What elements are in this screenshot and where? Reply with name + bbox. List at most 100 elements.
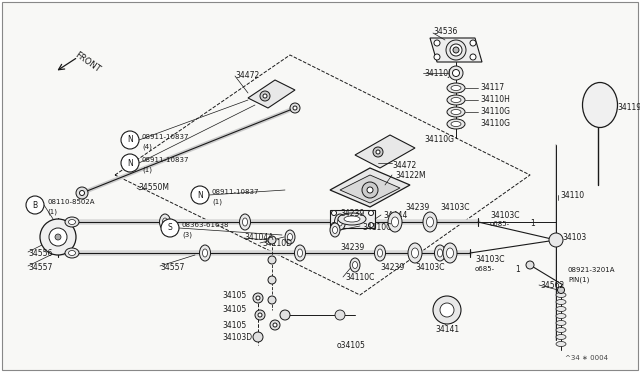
Text: 34557: 34557	[28, 263, 52, 273]
Text: 34103C: 34103C	[440, 202, 470, 212]
Circle shape	[367, 187, 373, 193]
Polygon shape	[248, 80, 295, 108]
Ellipse shape	[68, 219, 76, 224]
Ellipse shape	[451, 86, 461, 90]
Ellipse shape	[163, 218, 168, 226]
Text: 34117: 34117	[480, 83, 504, 93]
Text: 34472: 34472	[392, 160, 416, 170]
Circle shape	[121, 154, 139, 172]
Text: 34103D: 34103D	[222, 333, 252, 341]
Ellipse shape	[556, 307, 566, 311]
Polygon shape	[430, 38, 482, 62]
Text: 34550M: 34550M	[138, 183, 169, 192]
Ellipse shape	[287, 234, 292, 241]
Circle shape	[260, 91, 270, 101]
Text: PIN(1): PIN(1)	[568, 277, 589, 283]
Ellipse shape	[335, 214, 346, 230]
Circle shape	[161, 219, 179, 237]
Ellipse shape	[65, 248, 79, 258]
Circle shape	[554, 237, 559, 243]
Circle shape	[280, 310, 290, 320]
Text: 08110-8502A: 08110-8502A	[47, 199, 95, 205]
Ellipse shape	[423, 212, 437, 232]
Ellipse shape	[298, 249, 303, 257]
Polygon shape	[330, 168, 410, 207]
Text: 34110G: 34110G	[480, 119, 510, 128]
Text: 34110J: 34110J	[424, 68, 451, 77]
Ellipse shape	[330, 223, 340, 237]
Text: 34104A: 34104A	[244, 234, 273, 243]
Circle shape	[434, 54, 440, 60]
Text: ο34105: ο34105	[337, 340, 366, 350]
Circle shape	[453, 47, 459, 53]
Ellipse shape	[582, 83, 618, 128]
Ellipse shape	[443, 243, 457, 263]
Text: ο685-: ο685-	[475, 266, 495, 272]
Circle shape	[121, 131, 139, 149]
Ellipse shape	[350, 258, 360, 272]
Circle shape	[55, 234, 61, 240]
Ellipse shape	[556, 314, 566, 318]
Circle shape	[549, 233, 563, 247]
Text: 08911-10837: 08911-10837	[212, 189, 259, 195]
Circle shape	[26, 196, 44, 214]
Text: (3): (3)	[182, 232, 192, 238]
Polygon shape	[330, 210, 375, 228]
Text: 34110D: 34110D	[262, 238, 292, 247]
Ellipse shape	[200, 245, 211, 261]
Text: 34119: 34119	[617, 103, 640, 112]
Ellipse shape	[239, 214, 250, 230]
Text: 34110G: 34110G	[480, 108, 510, 116]
Text: 1: 1	[515, 264, 520, 273]
Ellipse shape	[338, 213, 366, 225]
Text: ο685-: ο685-	[490, 221, 510, 227]
Text: 08363-61638: 08363-61638	[182, 222, 230, 228]
Ellipse shape	[159, 214, 170, 230]
Circle shape	[293, 106, 297, 110]
Polygon shape	[340, 175, 400, 203]
Ellipse shape	[447, 248, 454, 258]
Text: 34239: 34239	[340, 244, 364, 253]
Ellipse shape	[438, 249, 442, 257]
Circle shape	[369, 222, 374, 228]
Circle shape	[434, 40, 440, 46]
Ellipse shape	[294, 245, 305, 261]
Text: 34444: 34444	[383, 211, 408, 219]
Ellipse shape	[243, 218, 248, 226]
Text: 34239: 34239	[380, 263, 404, 273]
Ellipse shape	[353, 262, 358, 269]
Ellipse shape	[447, 95, 465, 105]
Circle shape	[253, 293, 263, 303]
Circle shape	[450, 44, 462, 56]
Ellipse shape	[451, 97, 461, 103]
Text: N: N	[127, 158, 133, 167]
Circle shape	[373, 147, 383, 157]
Text: 08911-10837: 08911-10837	[142, 157, 189, 163]
Circle shape	[40, 219, 76, 255]
Circle shape	[526, 261, 534, 269]
Text: 34105: 34105	[222, 321, 246, 330]
Text: 34141: 34141	[435, 326, 459, 334]
Circle shape	[253, 332, 263, 342]
Text: 34110C: 34110C	[345, 273, 374, 282]
Circle shape	[268, 296, 276, 304]
Text: 34536: 34536	[433, 28, 458, 36]
Ellipse shape	[388, 212, 402, 232]
Text: 1: 1	[530, 219, 535, 228]
Circle shape	[557, 286, 564, 294]
Text: S: S	[168, 224, 172, 232]
Text: 34105: 34105	[222, 305, 246, 314]
Circle shape	[79, 190, 84, 196]
Text: 34556: 34556	[28, 250, 52, 259]
Circle shape	[258, 313, 262, 317]
Text: N: N	[127, 135, 133, 144]
Text: 34562: 34562	[540, 280, 564, 289]
Ellipse shape	[451, 122, 461, 126]
Circle shape	[446, 40, 466, 60]
Ellipse shape	[435, 245, 445, 261]
Text: 34103: 34103	[562, 232, 586, 241]
Circle shape	[268, 256, 276, 264]
Text: 34472: 34472	[235, 71, 259, 80]
Text: 34105: 34105	[222, 291, 246, 299]
Circle shape	[452, 70, 460, 77]
